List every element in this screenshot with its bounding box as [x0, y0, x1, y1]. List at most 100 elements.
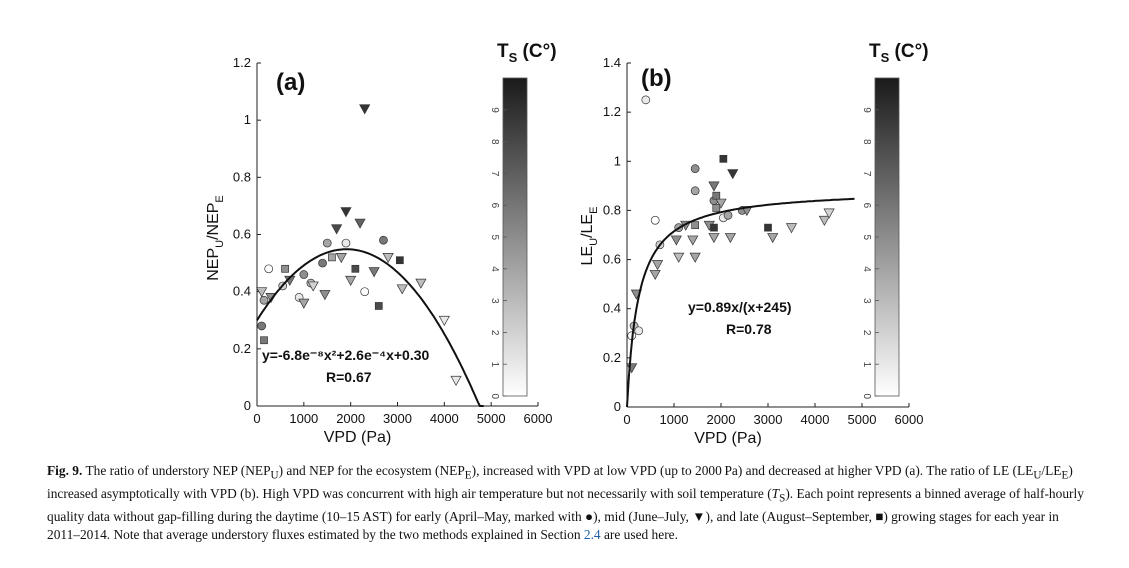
figure-caption: Fig. 9. The ratio of understory NEP (NEP… [47, 462, 1087, 543]
data-point-mid [818, 215, 830, 226]
fit-equation: y=0.89x/(x+245) [688, 299, 792, 315]
colorbar-tick-label: 8 [489, 139, 500, 145]
caption-text-3: ), increased with VPD at low VPD (up to … [471, 463, 1034, 478]
fit-curve [256, 248, 484, 407]
data-point-mid [670, 235, 682, 246]
fit-r-value: R=0.78 [726, 321, 772, 337]
data-point-mid [724, 233, 736, 244]
y-tick-label: 0.4 [603, 301, 621, 316]
colorbar-tick-label: 4 [489, 266, 500, 272]
x-tick-label: 0 [623, 412, 630, 427]
x-tick-label: 5000 [848, 412, 877, 427]
x-axis-label: VPD (Pa) [324, 429, 392, 446]
data-point-mid [450, 375, 462, 386]
data-point-mid [438, 315, 450, 326]
caption-ts: T [771, 486, 780, 502]
colorbar-tick-label: 3 [861, 298, 872, 304]
data-point-late [374, 302, 383, 310]
data-point-early [634, 326, 644, 336]
y-axis-label-part: /NEP [205, 203, 222, 240]
colorbar-tick-label: 9 [489, 107, 500, 113]
data-point-mid [649, 269, 661, 281]
section-link[interactable]: 2.4 [583, 526, 601, 542]
colorbar-tick-label: 6 [861, 203, 872, 209]
data-point-early [360, 287, 370, 297]
data-point-mid [382, 253, 394, 264]
data-point-mid [256, 287, 268, 298]
data-point-late [691, 221, 700, 230]
colorbar-title-main: T [869, 41, 881, 62]
y-tick-label: 0.8 [233, 169, 251, 184]
colorbar-tick-label: 8 [861, 139, 872, 145]
colorbar-tick-label: 3 [489, 298, 500, 304]
y-axis-label-subscript: E [588, 207, 600, 214]
chart-panel-a: 0 1000 2000 3000 4000 5000 6000 0 0.2 0.4 0.6 0.8 1 1… [205, 41, 557, 446]
fit-curve [626, 197, 855, 408]
data-point-mid [715, 198, 727, 209]
data-point-early [322, 238, 332, 248]
caption-text-4: /LE [1041, 463, 1062, 478]
y-axis-label-subscript: U [214, 240, 226, 248]
caption-sub-u: U [270, 469, 279, 482]
data-point-late [712, 191, 721, 200]
data-point-mid [785, 223, 798, 234]
data-point-late [260, 336, 268, 345]
data-point-early [341, 238, 351, 248]
caption-sub-u2: U [1033, 469, 1042, 482]
y-tick-label: 1.4 [603, 55, 621, 70]
colorbar-tick-label: 7 [861, 171, 872, 177]
y-axis-label-part: NEP [205, 248, 222, 281]
panel-label: (a) [276, 69, 305, 96]
x-tick-label: 4000 [430, 411, 459, 426]
x-tick-label: 1000 [660, 412, 689, 427]
colorbar-tick-label: 5 [861, 234, 872, 240]
caption-text-7: are used here. [600, 526, 678, 542]
caption-text-6: ). Each point represents a binned averag… [47, 486, 1084, 542]
data-point-late [719, 154, 728, 163]
data-point-mid [335, 253, 347, 264]
caption-sub-s: S [779, 492, 786, 505]
caption-text-2: ) and NEP for the ecosystem (NEP [278, 463, 465, 478]
fit-r-value: R=0.67 [326, 369, 372, 385]
data-point-late [281, 264, 289, 273]
data-point-mid [307, 281, 319, 292]
x-tick-label: 2000 [336, 411, 365, 426]
colorbar-title-subscript: S [881, 50, 890, 65]
data-point-mid [708, 233, 720, 244]
colorbar-tick-label: 5 [489, 234, 500, 240]
y-tick-label: 1.2 [603, 104, 621, 119]
fit-equation: y=-6.8e⁻⁸x²+2.6e⁻⁴x+0.30 [262, 347, 429, 363]
x-tick-label: 5000 [477, 411, 506, 426]
y-tick-label: 0 [244, 398, 251, 413]
y-axis-label-part: LE [579, 246, 596, 266]
x-tick-label: 6000 [895, 412, 924, 427]
x-tick-label: 1000 [289, 411, 318, 426]
data-point-mid [767, 233, 779, 244]
y-tick-label: 0.6 [603, 252, 621, 267]
y-tick-label: 1.2 [233, 55, 251, 70]
data-point-early [641, 95, 651, 105]
data-point-early [257, 321, 267, 331]
data-point-early [690, 164, 700, 174]
colorbar-tick-label: 0 [861, 393, 872, 399]
y-axis-label-subscript: E [214, 195, 226, 202]
data-point-mid [396, 284, 408, 295]
data-point-early [723, 210, 733, 220]
y-tick-label: 0 [614, 399, 621, 414]
colorbar-tick-label: 9 [861, 107, 872, 113]
data-point-mid [359, 104, 371, 115]
data-point-mid [687, 235, 699, 246]
data-point-mid [345, 275, 357, 286]
colorbar-tick-label: 1 [489, 362, 500, 368]
data-point-early [299, 270, 309, 279]
y-tick-label: 0.6 [233, 227, 251, 242]
colorbar-tick-label: 2 [861, 330, 872, 336]
y-tick-label: 0.2 [603, 350, 621, 365]
x-tick-label: 6000 [524, 411, 553, 426]
colorbar-title: TS (C°) [497, 41, 557, 65]
colorbar-title-main: T [497, 41, 509, 62]
x-tick-label: 3000 [754, 412, 783, 427]
colorbar-title: TS (C°) [869, 41, 929, 65]
data-point-mid [673, 252, 685, 263]
x-tick-label: 0 [253, 411, 260, 426]
